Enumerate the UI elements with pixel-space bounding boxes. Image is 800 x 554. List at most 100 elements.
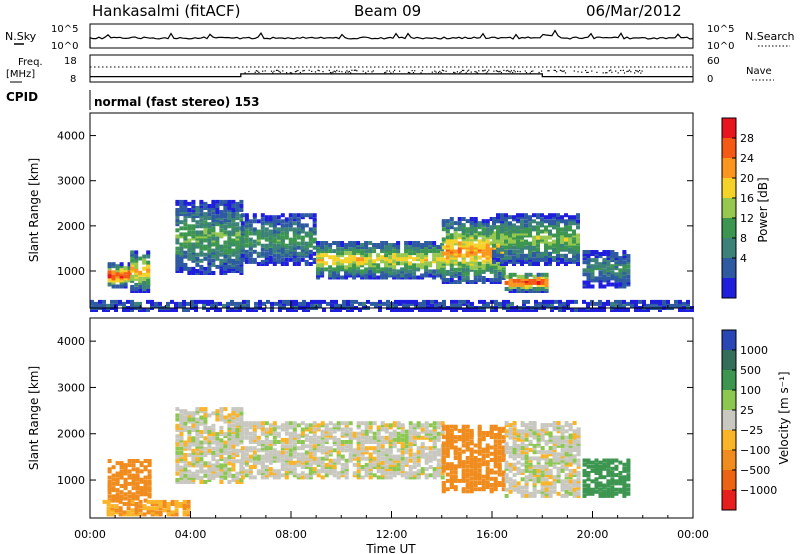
velocity-cell bbox=[461, 489, 466, 494]
power-cell bbox=[457, 276, 462, 280]
power-cell bbox=[654, 299, 658, 304]
power-cell bbox=[598, 299, 602, 304]
velocity-cell bbox=[324, 473, 329, 478]
power-cell bbox=[199, 236, 204, 241]
power-cell bbox=[260, 213, 265, 218]
power-cell bbox=[469, 237, 474, 242]
velocity-cell bbox=[231, 453, 236, 457]
velocity-cell bbox=[576, 458, 581, 463]
power-cell bbox=[252, 249, 257, 254]
velocity-cell bbox=[376, 469, 381, 474]
power-cell bbox=[396, 253, 401, 258]
velocity-cell bbox=[524, 443, 529, 448]
nave-point bbox=[585, 69, 587, 72]
power-cell bbox=[576, 213, 580, 218]
velocity-cell bbox=[174, 512, 179, 517]
power-cell bbox=[296, 229, 301, 234]
velocity-cell bbox=[493, 439, 498, 444]
power-cell bbox=[187, 224, 192, 229]
velocity-cell bbox=[296, 452, 301, 457]
velocity-cell bbox=[107, 467, 112, 472]
power-cell bbox=[496, 225, 500, 230]
velocity-cell bbox=[465, 424, 470, 429]
velocity-cell bbox=[528, 491, 533, 496]
power-cell bbox=[422, 308, 426, 312]
velocity-cell bbox=[175, 440, 180, 445]
power-cell bbox=[146, 308, 150, 312]
velocity-cell bbox=[432, 454, 437, 459]
velocity-cell bbox=[191, 423, 196, 428]
power-cell bbox=[582, 268, 587, 273]
power-cell bbox=[500, 223, 504, 228]
velocity-cell bbox=[368, 425, 373, 430]
power-cell bbox=[276, 259, 281, 264]
velocity-cell bbox=[304, 444, 309, 449]
power-cell bbox=[520, 229, 524, 234]
power-cell bbox=[432, 269, 437, 274]
velocity-cell bbox=[469, 449, 474, 454]
velocity-cell bbox=[195, 438, 200, 443]
power-cell bbox=[296, 217, 301, 222]
velocity-cell bbox=[195, 411, 200, 416]
power-cell bbox=[453, 239, 458, 244]
power-cell bbox=[380, 241, 385, 245]
velocity-cell bbox=[532, 425, 537, 430]
power-cell bbox=[469, 245, 474, 250]
velocity-cell bbox=[248, 456, 253, 461]
velocity-cell bbox=[203, 469, 208, 474]
velocity-cell bbox=[284, 450, 289, 455]
velocity-cell bbox=[146, 510, 151, 515]
velocity-cell bbox=[191, 436, 196, 441]
freq-panel-frame bbox=[89, 54, 694, 83]
nave-point bbox=[483, 70, 485, 72]
power-cell bbox=[288, 257, 293, 262]
velocity-cell bbox=[368, 435, 373, 440]
velocity-cell bbox=[556, 456, 561, 461]
velocity-cell bbox=[352, 456, 357, 461]
velocity-cell bbox=[384, 469, 389, 474]
power-cell bbox=[586, 268, 591, 273]
velocity-cell bbox=[175, 463, 180, 468]
velocity-cell bbox=[135, 473, 140, 478]
power-cell bbox=[199, 250, 204, 255]
power-cell bbox=[186, 301, 190, 306]
velocity-cell bbox=[364, 431, 369, 436]
power-cell bbox=[134, 250, 139, 255]
velocity-cell bbox=[312, 444, 317, 449]
velocity-cell bbox=[380, 469, 385, 474]
power-cell bbox=[316, 247, 321, 252]
power-cell bbox=[199, 222, 204, 227]
velocity-cell bbox=[344, 444, 349, 449]
nave-point bbox=[270, 70, 273, 72]
velocity-cell bbox=[320, 423, 325, 428]
velocity-cell bbox=[107, 486, 112, 491]
velocity-cell bbox=[473, 474, 478, 479]
velocity-cell bbox=[211, 446, 216, 451]
nave-point bbox=[329, 71, 332, 74]
velocity-cell bbox=[131, 481, 136, 486]
velocity-cell bbox=[304, 452, 309, 457]
velocity-cell bbox=[304, 473, 309, 478]
power-cell bbox=[570, 308, 574, 312]
velocity-cell bbox=[388, 444, 393, 449]
power-cell bbox=[264, 215, 269, 220]
velocity-cell bbox=[199, 415, 204, 420]
velocity-cell bbox=[280, 465, 285, 469]
power-cell bbox=[290, 308, 294, 312]
velocity-cell bbox=[501, 439, 506, 444]
power-cell bbox=[500, 235, 504, 240]
velocity-cell bbox=[536, 450, 541, 455]
velocity-cell bbox=[324, 431, 329, 436]
velocity-cell bbox=[465, 489, 470, 494]
velocity-cell bbox=[174, 504, 179, 509]
velocity-cell bbox=[524, 446, 529, 450]
power-cell bbox=[332, 273, 337, 278]
power-cell bbox=[536, 213, 540, 218]
power-cell bbox=[246, 299, 250, 304]
velocity-cell bbox=[532, 487, 537, 492]
velocity-cell bbox=[191, 450, 196, 455]
nave-point bbox=[563, 70, 565, 72]
velocity-cell bbox=[512, 446, 517, 450]
power-cell bbox=[183, 244, 188, 249]
velocity-cell bbox=[508, 435, 513, 440]
